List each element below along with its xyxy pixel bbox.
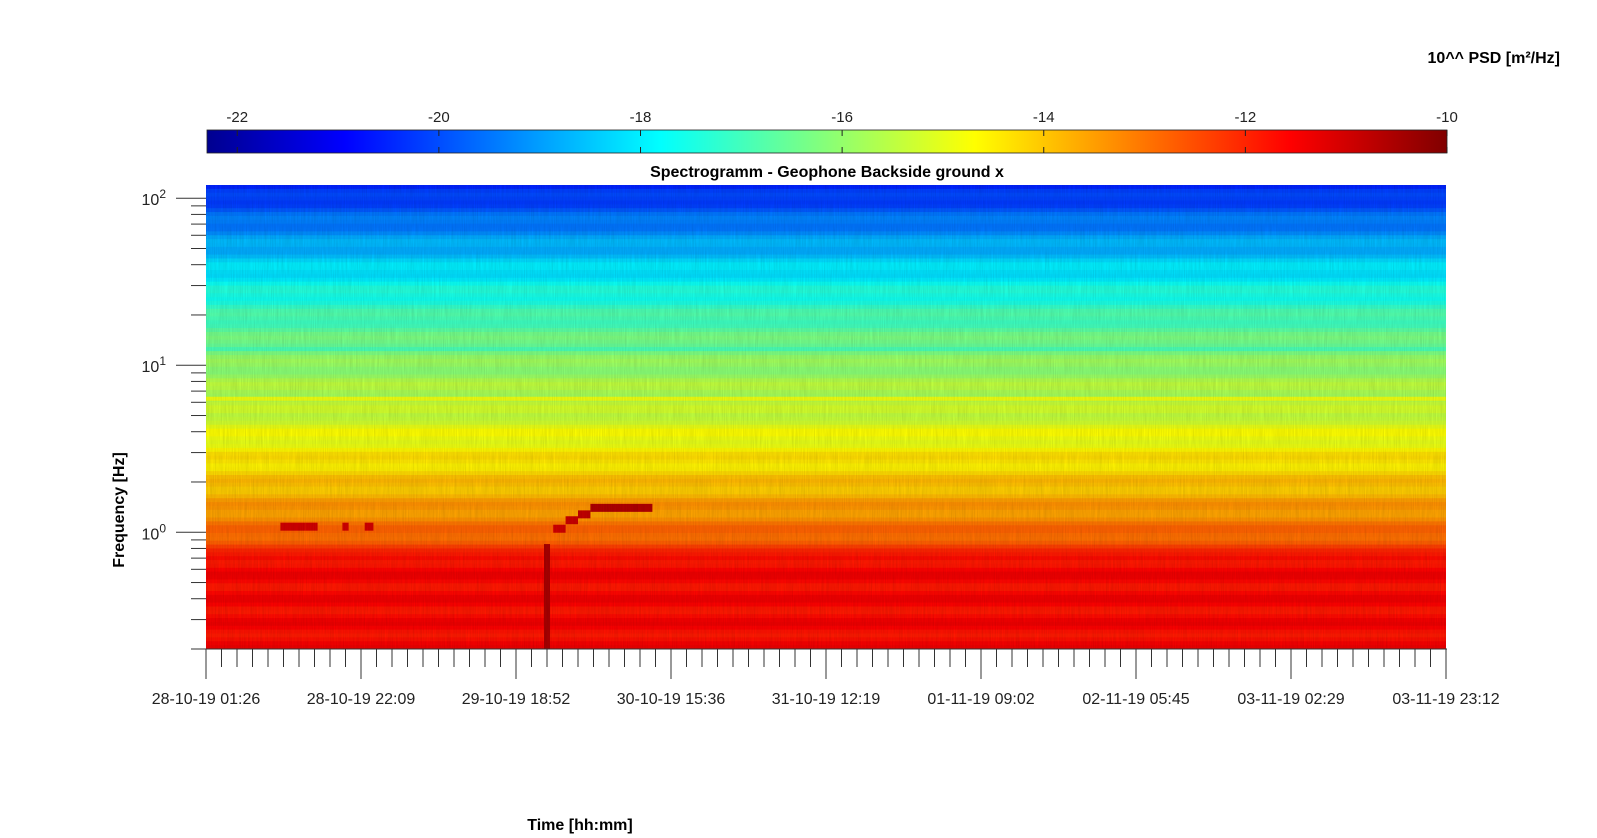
colorbar: [206, 129, 1448, 154]
colorbar-tick-label: -14: [1033, 109, 1055, 126]
x-axis-ticks: 28-10-19 01:26 28-10-19 22:09 29-10-19 18:…: [152, 649, 1500, 708]
heatmap-area: [206, 185, 1446, 649]
colorbar-tick-label: -18: [630, 109, 652, 126]
colorbar-tick-label: -20: [428, 109, 450, 126]
x-tick-label: 02-11-19 05:45: [1082, 691, 1189, 708]
y-tick-label: 102: [142, 187, 167, 209]
y-axis-label: Frequency [Hz]: [111, 452, 128, 568]
x-tick-label: 03-11-19 23:12: [1392, 691, 1499, 708]
x-tick-label: 28-10-19 01:26: [152, 691, 261, 708]
x-tick-label: 31-10-19 12:19: [772, 691, 881, 708]
heatmap-noise-texture: [206, 185, 1446, 649]
x-tick-label: 28-10-19 22:09: [307, 691, 416, 708]
colorbar-ticks: -22 -20 -18 -16 -14 -12 -10: [226, 109, 1458, 153]
colorbar-tick-label: -10: [1436, 109, 1458, 126]
colorbar-label: 10^^ PSD [m²/Hz]: [1428, 50, 1560, 67]
colorbar-tick-label: -16: [831, 109, 853, 126]
colorbar-tick-label: -22: [226, 109, 248, 126]
y-tick-label: 100: [142, 521, 167, 543]
colorbar-tick-label: -12: [1235, 109, 1257, 126]
x-tick-label: 30-10-19 15:36: [617, 691, 726, 708]
y-tick-label: 101: [142, 354, 167, 376]
chart-title: Spectrogramm - Geophone Backside ground …: [650, 164, 1004, 181]
x-tick-label: 01-11-19 09:02: [927, 691, 1034, 708]
y-axis-ticks: 100 101 102: [142, 187, 206, 650]
x-tick-label: 03-11-19 02:29: [1237, 691, 1344, 708]
x-tick-label: 29-10-19 18:52: [462, 691, 571, 708]
x-axis-label: Time [hh:mm]: [527, 817, 632, 834]
